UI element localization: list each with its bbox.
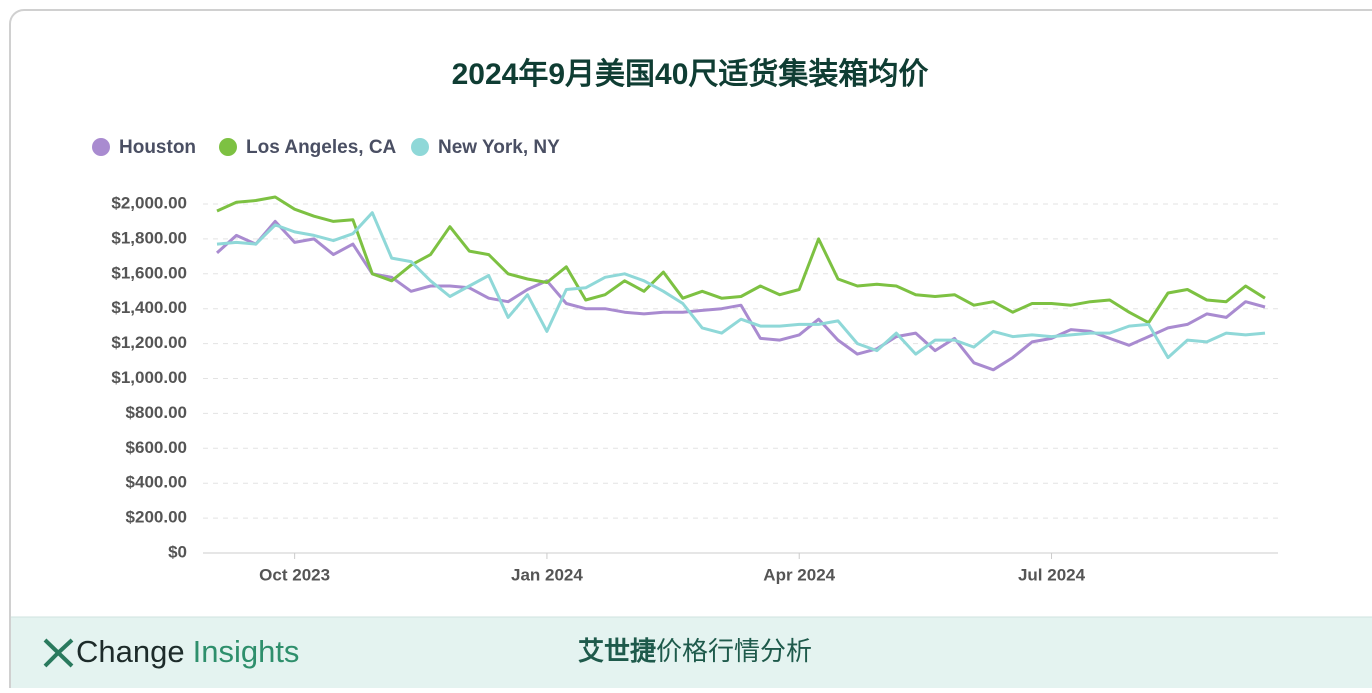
x-tick-label: Jul 2024 — [1018, 565, 1086, 584]
brand-rest: 价格行情分析 — [656, 636, 812, 666]
series-line — [215, 219, 1266, 372]
legend-swatch — [92, 138, 110, 156]
legend-label: Los Angeles, CA — [246, 137, 397, 158]
card — [9, 9, 1372, 693]
chart-title: 2024年9月美国40尺适货集装箱均价 — [452, 57, 929, 91]
legend-swatch — [219, 138, 237, 156]
y-tick-label: $1,800.00 — [111, 228, 187, 247]
y-tick-label: $0 — [168, 542, 187, 561]
legend-label: New York, NY — [438, 137, 560, 158]
series-line — [216, 211, 1266, 360]
logo-text: Change Insights — [76, 634, 299, 669]
y-tick-label: $1,400.00 — [111, 298, 187, 317]
y-tick-label: $1,000.00 — [111, 368, 187, 387]
y-tick-label: $400.00 — [126, 473, 187, 492]
logo-b: Insights — [193, 634, 300, 669]
legend-swatch — [411, 138, 429, 156]
series-line — [216, 195, 1266, 325]
y-tick-label: $1,200.00 — [111, 333, 187, 352]
legend-label: Houston — [119, 137, 196, 158]
logo: Change Insights — [43, 634, 299, 669]
y-tick-label: $800.00 — [126, 403, 187, 422]
x-tick-label: Oct 2023 — [259, 565, 330, 584]
footer-brand: 艾世捷价格行情分析 — [578, 636, 812, 666]
y-tick-label: $600.00 — [126, 438, 187, 457]
x-tick-label: Jan 2024 — [511, 565, 583, 584]
logo-a: Change — [76, 634, 185, 669]
y-tick-label: $2,000.00 — [111, 193, 187, 212]
y-tick-label: $1,600.00 — [111, 263, 187, 282]
footer-band — [11, 617, 1372, 688]
x-tick-label: Apr 2024 — [763, 565, 835, 584]
logo-icon — [43, 638, 74, 668]
brand-bold: 艾世捷 — [578, 636, 656, 666]
y-tick-label: $200.00 — [126, 508, 187, 527]
